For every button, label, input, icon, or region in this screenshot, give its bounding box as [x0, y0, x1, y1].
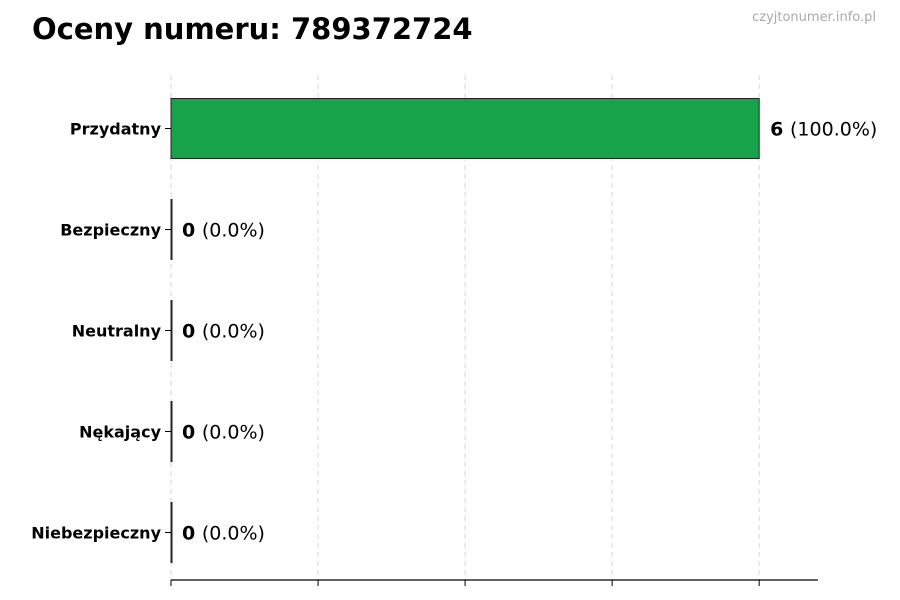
data-label: 0 (0.0%) — [182, 220, 265, 242]
category-label: Przydatny — [70, 120, 162, 139]
bar — [170, 199, 173, 260]
data-label: 0 (0.0%) — [182, 523, 265, 545]
category-label: Niebezpieczny — [31, 524, 161, 543]
category-label: Neutralny — [72, 322, 162, 341]
page-title: Oceny numeru: 789372724 — [32, 12, 473, 46]
bar — [170, 300, 173, 361]
bar — [170, 401, 173, 462]
data-label: 0 (0.0%) — [182, 321, 265, 343]
data-label: 0 (0.0%) — [182, 422, 265, 444]
category-label: Nękający — [79, 423, 161, 442]
bar — [170, 98, 760, 159]
watermark: czyjtonumer.info.pl — [752, 10, 876, 25]
category-label: Bezpieczny — [60, 221, 161, 240]
bar — [170, 502, 173, 563]
data-label: 6 (100.0%) — [770, 119, 877, 141]
